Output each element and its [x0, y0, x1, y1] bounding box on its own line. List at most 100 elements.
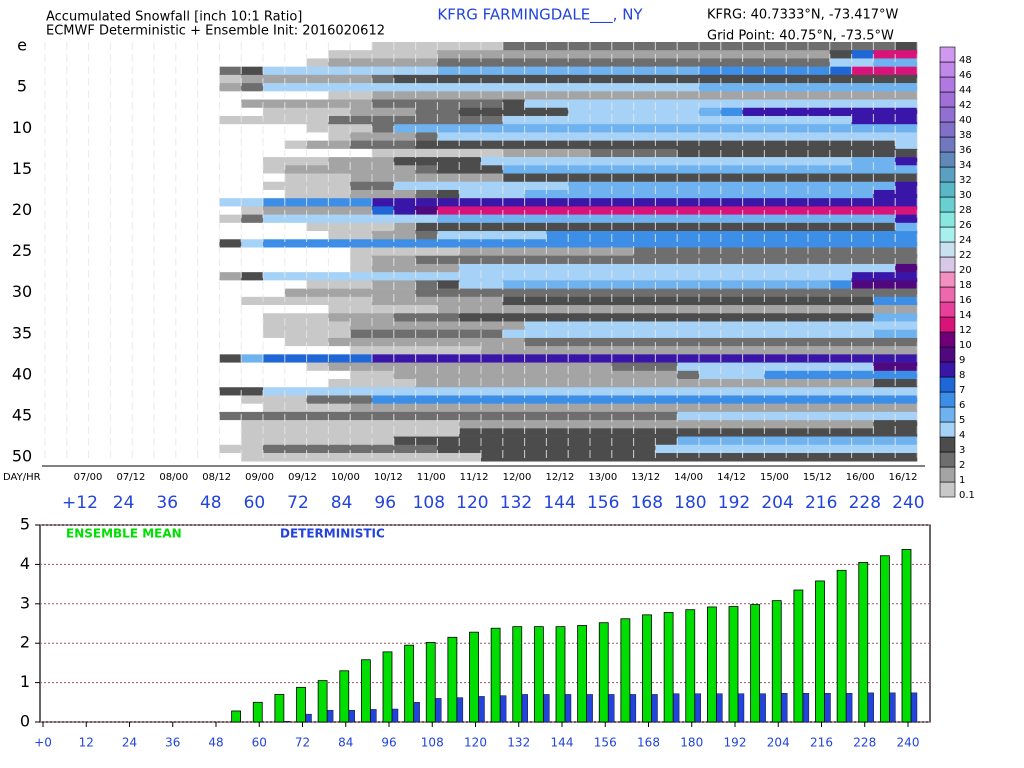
heatmap-cell [524, 403, 547, 413]
heatmap-cell [350, 420, 373, 429]
day-label: 10/00 [331, 472, 360, 483]
heatmap-cell [808, 222, 831, 232]
heatmap-cell [524, 313, 547, 322]
heatmap-cell [808, 272, 831, 281]
heatmap-cell [655, 370, 678, 380]
heatmap-cell [45, 313, 68, 322]
heatmap-cell [786, 379, 809, 388]
heatmap-cell [655, 247, 678, 257]
heatmap-cell [219, 157, 242, 166]
heatmap-cell [611, 263, 634, 273]
heatmap-cell [306, 148, 329, 158]
heatmap-cell [851, 42, 874, 51]
heatmap-cell [175, 436, 198, 446]
heatmap-cell [633, 395, 656, 404]
heatmap-cell [808, 354, 831, 363]
heatmap-cell [415, 157, 438, 166]
bar [447, 636, 458, 723]
heatmap-cell [829, 189, 852, 199]
heatmap-cell [829, 115, 852, 125]
heatmap-cell [219, 420, 242, 429]
heatmap-cell [786, 206, 809, 215]
heatmap-cell [568, 296, 591, 306]
heatmap-cell [677, 411, 700, 421]
heatmap-cell [393, 247, 416, 257]
heatmap-cell [808, 395, 831, 404]
heatmap-cell [633, 189, 656, 199]
heatmap-cell [851, 239, 874, 248]
heatmap-cell [742, 74, 765, 84]
heatmap-cell [263, 140, 286, 150]
legend-swatch [939, 481, 956, 498]
heatmap-cell [524, 296, 547, 306]
heatmap-cell [197, 58, 220, 67]
legend-label: 30 [959, 190, 972, 201]
heatmap-cell [459, 436, 482, 446]
heatmap-cell [568, 140, 591, 150]
heatmap-cell [633, 362, 656, 372]
heatmap-cell [481, 444, 504, 454]
heatmap-cell [873, 403, 896, 413]
heatmap-cell [66, 444, 89, 454]
heatmap-cell [393, 436, 416, 446]
heatmap-cell [720, 444, 743, 454]
heatmap-cell [568, 58, 591, 67]
heatmap-cell [720, 370, 743, 380]
heatmap-cell [459, 107, 482, 117]
heatmap-cell [568, 387, 591, 396]
heatmap-cell [851, 132, 874, 141]
heatmap-cell [786, 42, 809, 51]
heatmap-cell [699, 247, 722, 257]
heatmap-cell [633, 148, 656, 158]
heatmap-cell [350, 346, 373, 355]
heatmap-cell [197, 255, 220, 265]
heatmap-cell [415, 222, 438, 232]
heatmap-cell [829, 296, 852, 306]
heatmap-cell [459, 354, 482, 363]
row-label: 25 [12, 241, 32, 260]
heatmap-cell [284, 239, 307, 248]
heatmap-cell [742, 255, 765, 265]
hour-label: 108 [413, 493, 445, 513]
row-label: e [17, 36, 27, 55]
heatmap-cell [437, 173, 460, 183]
legend-label: 14 [959, 310, 972, 321]
heatmap-cell [699, 74, 722, 84]
heatmap-cell [241, 255, 264, 265]
heatmap-cell [851, 255, 874, 265]
heatmap-cell [699, 214, 722, 224]
heatmap-cell [546, 124, 569, 133]
heatmap-cell [546, 362, 569, 372]
heatmap-cell [219, 337, 242, 347]
heatmap-cell [306, 288, 329, 298]
heatmap-cell [524, 420, 547, 429]
heatmap-cell [415, 206, 438, 215]
heatmap-cell [742, 115, 765, 125]
heatmap-cell [415, 296, 438, 306]
heatmap-cell [481, 288, 504, 298]
heatmap-cell [328, 403, 351, 413]
heatmap-cell [66, 321, 89, 330]
heatmap-cell [829, 165, 852, 174]
heatmap-cell [873, 395, 896, 404]
heatmap-cell [808, 337, 831, 347]
heatmap-cell [699, 66, 722, 76]
heatmap-cell [655, 83, 678, 92]
heatmap-cell [590, 313, 613, 322]
heatmap-cell [437, 50, 460, 59]
heatmap-cell [328, 124, 351, 133]
heatmap-cell [764, 305, 787, 314]
heatmap-cell [45, 165, 68, 174]
heatmap-cell [241, 181, 264, 191]
heatmap-cell [568, 272, 591, 281]
heatmap-cell [764, 411, 787, 421]
heatmap-cell [219, 66, 242, 76]
heatmap-cell [481, 214, 504, 224]
heatmap-cell [284, 337, 307, 347]
heatmap-cell [45, 272, 68, 281]
legend-swatch [939, 406, 956, 423]
heatmap-cell [241, 115, 264, 125]
heatmap-cell [764, 272, 787, 281]
heatmap-cell [655, 272, 678, 281]
heatmap-cell [590, 403, 613, 413]
